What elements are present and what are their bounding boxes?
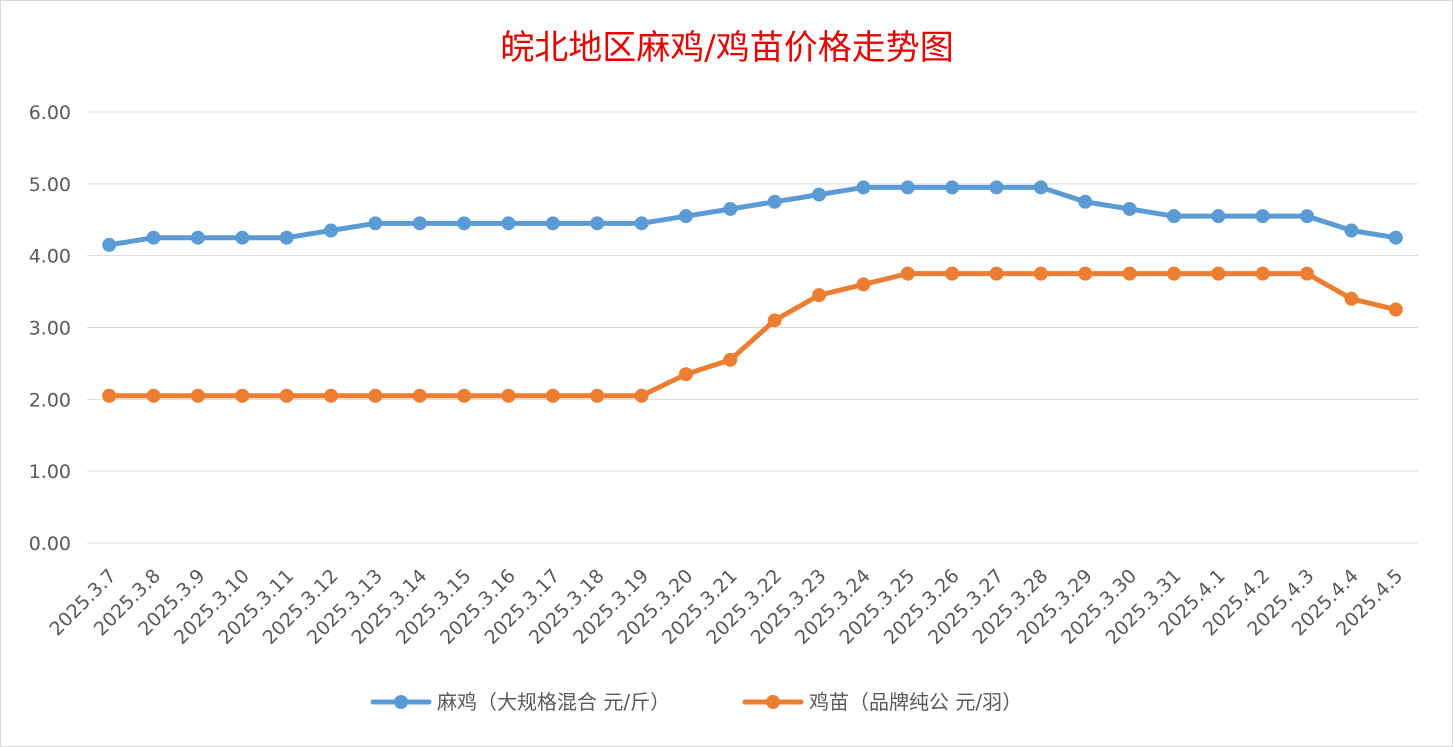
- data-point: [1300, 266, 1315, 281]
- data-point: [1211, 266, 1226, 281]
- data-point: [235, 230, 250, 245]
- data-point: [146, 230, 161, 245]
- data-point: [1255, 209, 1270, 224]
- data-point: [767, 313, 782, 328]
- data-point: [457, 388, 472, 403]
- y-tick-label: 0.00: [29, 533, 71, 555]
- data-point: [723, 201, 738, 216]
- data-point: [856, 277, 871, 292]
- data-point: [1166, 209, 1181, 224]
- y-tick-label: 6.00: [29, 102, 71, 124]
- data-point: [279, 388, 294, 403]
- gridlines: [87, 111, 1418, 544]
- data-point: [900, 180, 915, 195]
- chart-title: 皖北地区麻鸡/鸡苗价格走势图: [500, 28, 953, 68]
- data-point: [678, 367, 693, 382]
- data-point: [501, 216, 516, 231]
- legend: 麻鸡（大规格混合 元/斤） 鸡苗（品牌纯公 元/羽）: [370, 690, 1022, 714]
- series-2: [102, 266, 1403, 403]
- legend-item-2: 鸡苗（品牌纯公 元/羽）: [742, 690, 1022, 714]
- data-point: [1211, 209, 1226, 224]
- data-point: [545, 388, 560, 403]
- data-point: [545, 216, 560, 231]
- data-point: [1166, 266, 1181, 281]
- data-point: [1344, 291, 1359, 306]
- legend-label: 麻鸡（大规格混合 元/斤）: [437, 690, 670, 714]
- data-point: [1255, 266, 1270, 281]
- data-point: [324, 388, 339, 403]
- data-point: [501, 388, 516, 403]
- data-point: [1078, 266, 1093, 281]
- data-point: [989, 180, 1004, 195]
- data-point: [1033, 266, 1048, 281]
- y-tick-label: 2.00: [29, 389, 71, 411]
- y-tick-label: 1.00: [29, 461, 71, 483]
- data-point: [1388, 302, 1403, 317]
- data-point: [634, 216, 649, 231]
- data-point: [723, 352, 738, 367]
- series-line-1: [106, 184, 1399, 248]
- y-tick-label: 4.00: [29, 246, 71, 268]
- data-point: [412, 388, 427, 403]
- x-axis-ticks: 2025.3.72025.3.82025.3.92025.3.102025.3.…: [45, 565, 1407, 649]
- data-point: [634, 388, 649, 403]
- data-point: [812, 187, 827, 202]
- data-point: [279, 230, 294, 245]
- legend-label: 鸡苗（品牌纯公 元/羽）: [809, 690, 1022, 714]
- data-point: [190, 388, 205, 403]
- data-point: [190, 230, 205, 245]
- y-axis-ticks: 0.00 1.00 2.00 3.00 4.00 5.00 6.00: [29, 102, 71, 555]
- data-point: [235, 388, 250, 403]
- data-point: [457, 216, 472, 231]
- data-point: [856, 180, 871, 195]
- data-point: [1122, 201, 1137, 216]
- data-point: [989, 266, 1004, 281]
- data-point: [590, 388, 605, 403]
- data-point: [102, 388, 117, 403]
- data-point: [590, 216, 605, 231]
- data-point: [1388, 230, 1403, 245]
- data-point: [1122, 266, 1137, 281]
- data-point: [412, 216, 427, 231]
- data-point: [678, 209, 693, 224]
- data-point: [945, 180, 960, 195]
- series-layer: [102, 180, 1403, 403]
- data-point: [324, 223, 339, 238]
- data-point: [945, 266, 960, 281]
- data-point: [1344, 223, 1359, 238]
- data-point: [368, 388, 383, 403]
- data-point: [102, 237, 117, 252]
- y-tick-label: 3.00: [29, 318, 71, 340]
- data-point: [1300, 209, 1315, 224]
- data-point: [1033, 180, 1048, 195]
- data-point: [1078, 194, 1093, 209]
- legend-item-1: 麻鸡（大规格混合 元/斤）: [370, 690, 670, 714]
- data-point: [368, 216, 383, 231]
- data-point: [146, 388, 161, 403]
- series-line-2: [106, 271, 1399, 399]
- data-point: [812, 288, 827, 303]
- legend-swatch-marker: [394, 695, 408, 709]
- legend-swatch-marker: [766, 695, 780, 709]
- data-point: [767, 194, 782, 209]
- data-point: [900, 266, 915, 281]
- series-1: [102, 180, 1403, 252]
- y-tick-label: 5.00: [29, 174, 71, 196]
